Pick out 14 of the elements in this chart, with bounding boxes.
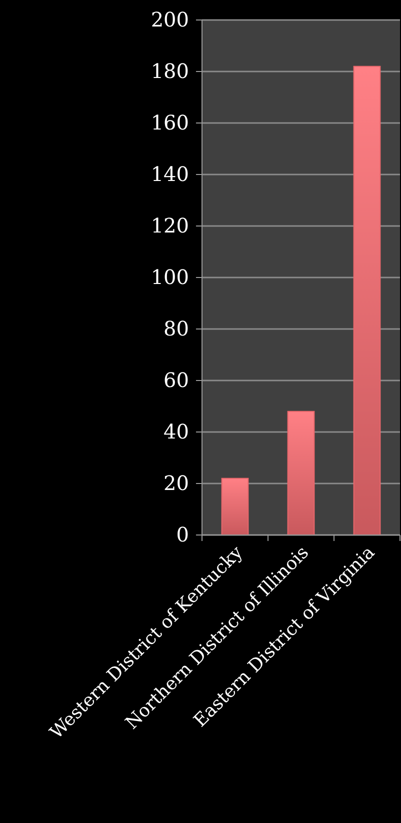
y-tick-label: 40 (164, 419, 189, 444)
y-tick-label: 200 (150, 7, 189, 32)
y-tick-label: 140 (150, 162, 189, 186)
bar (287, 410, 315, 536)
y-tick-label: 60 (164, 368, 189, 392)
y-tick-label: 180 (150, 58, 189, 83)
y-tick-label: 100 (150, 264, 189, 289)
y-tick-label: 20 (164, 470, 189, 495)
y-tick-label: 0 (176, 522, 189, 546)
y-tick-label: 80 (164, 316, 189, 340)
y-tick-label: 160 (150, 110, 189, 134)
bar (353, 66, 381, 536)
y-tick-label: 120 (150, 213, 189, 238)
bar (221, 478, 249, 536)
